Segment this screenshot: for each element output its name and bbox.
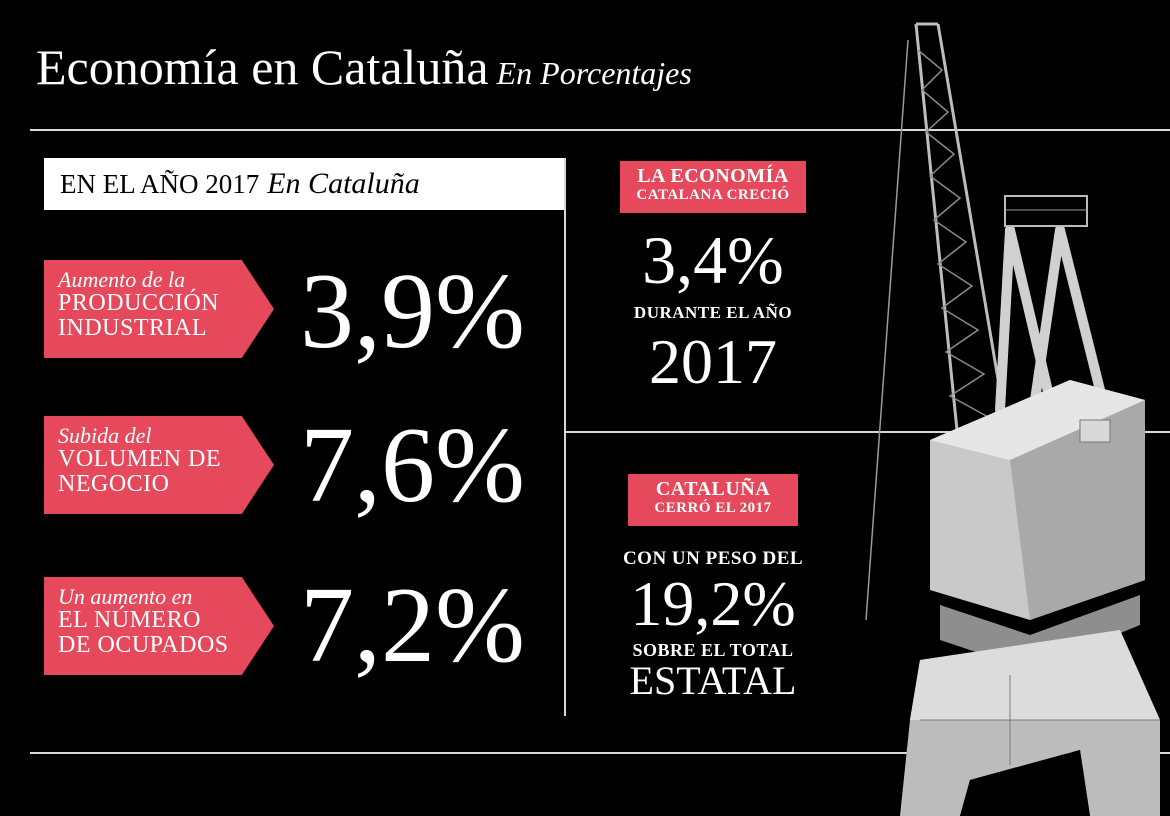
year-header-box: EN EL AÑO 2017 En Cataluña [44, 158, 564, 210]
stat-tag-line1: PRODUCCIÓN [58, 290, 220, 317]
stat-tag-ocupados: Un aumento en EL NÚMERO DE OCUPADOS [44, 577, 274, 675]
stat-tag-line2: DE OCUPADOS [58, 632, 229, 659]
stat-tag-line1: VOLUMEN DE [58, 446, 221, 473]
bottom-divider [30, 752, 1170, 754]
economy-growth-year: 2017 [649, 326, 777, 397]
cataluna-caption-top: CON UN PESO DEL [622, 548, 804, 569]
year-label-italic: En Cataluña [267, 167, 420, 200]
stat-value-produccion: 3,9% [300, 252, 525, 371]
economy-growth-value: 3,4% [642, 222, 784, 298]
cataluna-weight-tag: CATALUÑA CERRÓ EL 2017 [628, 474, 798, 526]
stat-tag-italic: Aumento de la [58, 267, 186, 292]
stat-tag-produccion: Aumento de la PRODUCCIÓN INDUSTRIAL [44, 260, 274, 358]
economy-growth-tag: LA ECONOMÍA CATALANA CRECIÓ [620, 161, 806, 213]
stat-tag-volumen: Subida del VOLUMEN DE NEGOCIO [44, 416, 274, 514]
cataluna-caption-bottom: SOBRE EL TOTAL [632, 640, 794, 660]
cataluna-tag-line1: CATALUÑA [655, 478, 771, 500]
page-title: Economía en Cataluña En Porcentajes [36, 38, 692, 96]
stat-tag-line1: EL NÚMERO [58, 607, 201, 634]
economy-growth-caption: DURANTE EL AÑO [633, 303, 793, 322]
title-subtitle: En Porcentajes [496, 55, 692, 91]
column-divider [564, 158, 566, 716]
top-divider [30, 129, 1170, 131]
title-main: Economía en Cataluña [36, 39, 489, 95]
stat-tag-line2: INDUSTRIAL [58, 315, 207, 342]
economy-tag-line1: LA ECONOMÍA [637, 165, 789, 187]
cataluna-weight-value: 19,2% [630, 568, 796, 639]
economy-tag-line2: CATALANA CRECIÓ [636, 187, 790, 203]
year-label: EN EL AÑO 2017 [60, 168, 260, 199]
right-middle-divider [564, 431, 1170, 433]
crane-image [865, 22, 1160, 816]
stat-value-ocupados: 7,2% [300, 566, 525, 685]
stat-tag-line2: NEGOCIO [58, 471, 170, 498]
cataluna-tag-line2: CERRÓ EL 2017 [654, 500, 772, 516]
stat-value-volumen: 7,6% [300, 406, 525, 525]
stat-tag-italic: Un aumento en [58, 584, 193, 609]
stat-tag-italic: Subida del [58, 423, 152, 448]
cataluna-caption-last: ESTATAL [629, 658, 797, 703]
